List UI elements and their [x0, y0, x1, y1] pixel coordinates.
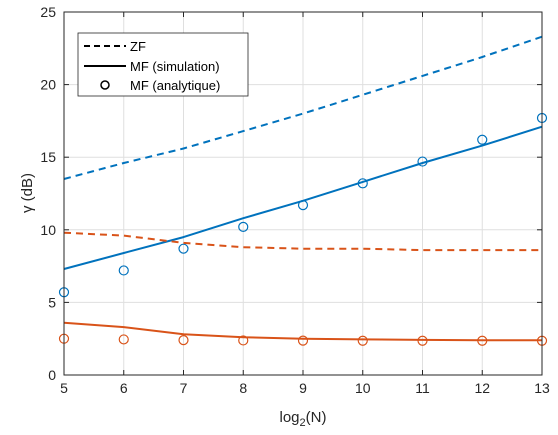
x-axis-ticks: 5 6 7 8 9 10 11 12 13	[60, 12, 550, 396]
y-tick-label: 20	[40, 77, 56, 93]
data-point-series-5	[178, 335, 189, 346]
x-tick-label: 9	[299, 380, 307, 396]
data-point-series-5	[238, 335, 249, 346]
legend-swatch-mf-analytique	[100, 80, 110, 90]
y-tick-label: 5	[48, 294, 56, 310]
y-tick-label: 15	[40, 149, 56, 165]
data-point-mf-analytique	[118, 265, 129, 276]
x-tick-label: 7	[180, 380, 188, 396]
series-line-zf	[63, 35, 543, 180]
data-point-series-5	[357, 335, 368, 346]
x-tick-label: 11	[415, 380, 430, 396]
legend-box	[77, 32, 249, 97]
data-point-mf-analytique	[357, 178, 368, 189]
data-point-series-5	[477, 335, 488, 346]
x-tick-label: 10	[355, 380, 371, 396]
x-tick-label: 6	[120, 380, 128, 396]
legend-label-mf-analytique: MF (analytique)	[130, 78, 220, 93]
x-tick-label: 13	[534, 380, 550, 396]
series-line-series-3	[63, 231, 542, 252]
legend-label-zf: ZF	[130, 39, 146, 54]
series-layer	[58, 35, 548, 346]
data-point-series-5	[118, 334, 129, 345]
x-tick-label: 8	[239, 380, 247, 396]
data-point-mf-analytique	[477, 134, 488, 145]
data-point-mf-analytique	[417, 156, 428, 167]
x-axis-label: log2(N)	[280, 409, 327, 429]
x-tick-label: 12	[474, 380, 490, 396]
series-line-series-4	[63, 321, 542, 342]
legend-label-mf-simulation: MF (simulation)	[130, 59, 220, 74]
data-point-series-5	[417, 335, 428, 346]
y-tick-label: 10	[40, 222, 56, 238]
data-point-series-5	[297, 335, 309, 346]
x-tick-label: 5	[60, 380, 68, 396]
y-tick-label: 25	[40, 4, 56, 20]
legend: ZF MF (simulation) MF (analytique)	[77, 32, 249, 97]
data-point-mf-analytique	[178, 243, 189, 254]
y-axis-label: γ (dB)	[19, 173, 36, 213]
y-axis-ticks: 0 5 10 15 20 25	[40, 4, 542, 383]
data-point-mf-analytique	[297, 200, 309, 211]
data-point-mf-analytique	[238, 221, 249, 232]
y-tick-label: 0	[48, 367, 56, 383]
